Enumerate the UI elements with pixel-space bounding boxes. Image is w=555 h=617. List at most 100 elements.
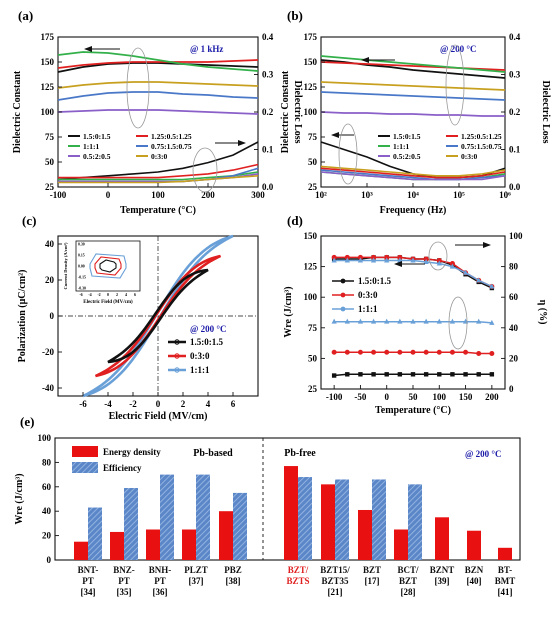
category-ref: [21] <box>328 587 343 597</box>
panel-e-condition: @ 200 °C <box>465 449 501 459</box>
pa-xt-label: -100 <box>50 190 67 200</box>
pa-xt-label: 300 <box>251 190 265 200</box>
pb-yt-label: 175 <box>304 32 318 42</box>
category-ref: [35] <box>117 587 132 597</box>
category-label-PLZT: PLZT <box>184 565 208 575</box>
pe-yt-label: 0 <box>47 555 52 565</box>
bar-efficiency-PLZT <box>196 474 210 560</box>
series-line-1:1:1 <box>57 51 259 72</box>
bar-efficiency-BNT-PT <box>88 507 102 560</box>
bar-energy-BZNT <box>435 517 449 560</box>
pd-yt-label: 150 <box>304 231 318 241</box>
panel-a-xlabel: Temperature (°C) <box>120 205 196 216</box>
inset-xtick-label: -2 <box>97 292 100 297</box>
inset-ytick-label: 0.30 <box>78 243 85 247</box>
pb-xt-label: 10³ <box>361 190 373 200</box>
legend-label: 0:3:0 <box>358 290 378 300</box>
pd-y2t-label: 80 <box>509 262 519 272</box>
eff-point <box>331 257 337 263</box>
inset-xtick-label: 6 <box>134 292 136 297</box>
pc-yt-label: -40 <box>42 383 54 393</box>
loss-line-1.25:0.5:1.25 <box>58 163 259 179</box>
panel-e: (e) 0 20 40 60 80 100 BNT-PT[34] BNZ-PT[35] BNH… <box>14 414 521 597</box>
wre-point <box>410 372 416 377</box>
panel-e-plot <box>74 466 512 560</box>
category-label-BNZ-PT: BNZ-PT <box>113 565 135 586</box>
panel-d-plot <box>331 254 495 378</box>
pb-yt-label: 25 <box>308 182 318 192</box>
series-line-1.25:0.5:1.25 <box>57 59 259 69</box>
pa-yt-label: 75 <box>45 132 55 142</box>
panel-b-xlabel: Frequency (Hz) <box>380 205 447 216</box>
panel-a-legend: 1.5:0:1.5 1.25:0.5:1.25 1:1:1 0.75:1.5:0.75… <box>68 132 192 161</box>
loss-line-0.75:1.5:0.75 <box>320 169 506 181</box>
panel-c-legend: 1.5:0:1.5 0:3:0 1:1:1 <box>168 337 223 375</box>
panel-d-y2label: η (%) <box>537 300 548 325</box>
pb-yt-label: 75 <box>308 132 318 142</box>
eff-point <box>371 254 377 260</box>
inset-xtick-label: 4 <box>125 292 127 297</box>
inset-xlabel: Electric Field (MV/cm) <box>83 300 133 305</box>
pc-xt-label: 6 <box>231 399 236 409</box>
series-line-0.5:2:0.5 <box>320 111 505 117</box>
panel-d-legend: 1.5:0:1.5 0:3:0 1:1:1 <box>332 276 391 314</box>
pa-yt-label: 100 <box>41 107 55 117</box>
series-line-0.75:1.5:0.75 <box>320 91 506 101</box>
legend-marker-1.5:0:1.5 <box>174 339 180 345</box>
inset-ytick-label: 0.15 <box>78 254 85 258</box>
inset-ytick-label: 0.00 <box>78 265 85 269</box>
pd-yt-label: 75 <box>308 323 318 333</box>
pd-xt-label: 100 <box>433 392 447 402</box>
pc-xt-label: 2 <box>181 399 186 409</box>
category-label-BZN: BZN <box>465 565 484 575</box>
eff-point <box>344 257 350 263</box>
panel-d-xticks: -100 -50 0 50 100 150 200 <box>326 385 499 402</box>
panel-e-group-pb-free: Pb-free <box>284 448 316 459</box>
panel-c-label: (c) <box>22 213 36 228</box>
pb-xt-label: 10² <box>315 190 327 200</box>
inset-loop-1.5:0:1.5 <box>99 259 117 273</box>
panel-b-y2label: Dielectric Loss <box>540 80 551 143</box>
panel-c-ylabel: Polarization (μC/cm²) <box>17 270 28 363</box>
bar-energy-BZN <box>467 530 481 560</box>
wre-point <box>463 372 468 377</box>
wre-point <box>371 349 377 355</box>
series-line-0.75:1.5:0.75 <box>57 91 259 101</box>
pa-y2t-label: 0.1 <box>262 145 274 155</box>
pb-yt-label: 50 <box>308 157 318 167</box>
pc-xt-label: 0 <box>156 399 161 409</box>
bar-efficiency-BZT <box>372 479 386 560</box>
pa-y2t-label: 0.0 <box>262 182 274 192</box>
legend-label: 0.75:1.5:0.75 <box>461 142 502 151</box>
panel-b-ellipse-loss <box>338 123 358 185</box>
panel-a-y2ticks: 0.0 0.1 0.2 0.3 0.4 <box>254 32 274 192</box>
pc-xt-label: 4 <box>206 399 211 409</box>
eff-point <box>489 283 495 289</box>
bar-energy-BZT/BZTS <box>284 466 298 560</box>
category-ref: [34] <box>81 587 96 597</box>
pc-yt-label: -20 <box>42 347 54 357</box>
pa-xt-label: 200 <box>201 190 215 200</box>
inset-frame <box>75 240 141 292</box>
pb-y2t-label: 0.0 <box>509 182 521 192</box>
category-label-BZNT: BZNT <box>430 565 455 575</box>
panel-e-ylabel: Wre (J/cm³) <box>14 473 25 524</box>
pe-yt-label: 100 <box>38 433 52 443</box>
pb-xt-label: 10⁶ <box>499 190 511 200</box>
panel-c-condition: @ 200 °C <box>190 324 226 334</box>
loss-line-1.25:0.5:1.25 <box>320 167 506 179</box>
pa-y2t-label: 0.2 <box>262 107 274 117</box>
wre-point <box>397 318 403 324</box>
pc-xt-label: -4 <box>104 399 112 409</box>
pb-xt-label: 10⁴ <box>407 190 419 200</box>
wre-point <box>345 372 350 377</box>
legend-label: 0:3:0 <box>151 152 167 161</box>
bar-energy-BNT-PT <box>74 541 88 560</box>
panel-d-y2ticks: 0 20 40 60 80 100 <box>501 231 523 394</box>
panel-d-ellipse-eff <box>428 241 448 271</box>
legend-label: 1.5:0:1.5 <box>83 132 111 141</box>
pb-y2t-label: 0.3 <box>509 70 521 80</box>
wre-point <box>423 318 429 324</box>
panel-a-y2label: Dielectric Loss <box>292 80 303 143</box>
